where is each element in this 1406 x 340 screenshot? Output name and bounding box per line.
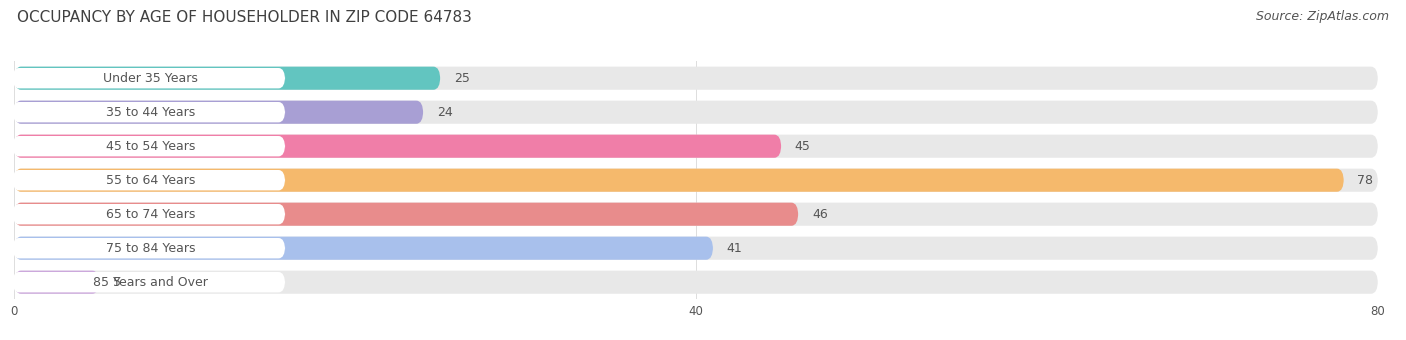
Text: 85 Years and Over: 85 Years and Over [93, 276, 208, 289]
Text: 24: 24 [437, 106, 453, 119]
FancyBboxPatch shape [14, 169, 1344, 192]
FancyBboxPatch shape [13, 204, 285, 224]
FancyBboxPatch shape [14, 203, 799, 226]
FancyBboxPatch shape [14, 203, 1378, 226]
Text: 25: 25 [454, 72, 470, 85]
Text: 35 to 44 Years: 35 to 44 Years [105, 106, 195, 119]
Text: 55 to 64 Years: 55 to 64 Years [105, 174, 195, 187]
Text: Source: ZipAtlas.com: Source: ZipAtlas.com [1256, 10, 1389, 23]
FancyBboxPatch shape [14, 67, 1378, 90]
Text: 5: 5 [112, 276, 121, 289]
FancyBboxPatch shape [14, 135, 782, 158]
FancyBboxPatch shape [14, 271, 1378, 294]
FancyBboxPatch shape [13, 102, 285, 122]
FancyBboxPatch shape [14, 101, 423, 124]
Text: 78: 78 [1357, 174, 1374, 187]
FancyBboxPatch shape [13, 272, 285, 292]
FancyBboxPatch shape [14, 135, 1378, 158]
FancyBboxPatch shape [13, 136, 285, 156]
FancyBboxPatch shape [14, 101, 1378, 124]
Text: 45 to 54 Years: 45 to 54 Years [105, 140, 195, 153]
FancyBboxPatch shape [14, 237, 713, 260]
Text: 65 to 74 Years: 65 to 74 Years [105, 208, 195, 221]
Text: 75 to 84 Years: 75 to 84 Years [105, 242, 195, 255]
Text: Under 35 Years: Under 35 Years [103, 72, 198, 85]
Text: 41: 41 [727, 242, 742, 255]
Text: 46: 46 [811, 208, 828, 221]
FancyBboxPatch shape [14, 169, 1378, 192]
FancyBboxPatch shape [13, 170, 285, 190]
FancyBboxPatch shape [14, 237, 1378, 260]
FancyBboxPatch shape [13, 68, 285, 88]
Text: 45: 45 [794, 140, 811, 153]
FancyBboxPatch shape [13, 238, 285, 258]
FancyBboxPatch shape [14, 67, 440, 90]
FancyBboxPatch shape [14, 271, 100, 294]
Text: OCCUPANCY BY AGE OF HOUSEHOLDER IN ZIP CODE 64783: OCCUPANCY BY AGE OF HOUSEHOLDER IN ZIP C… [17, 10, 472, 25]
